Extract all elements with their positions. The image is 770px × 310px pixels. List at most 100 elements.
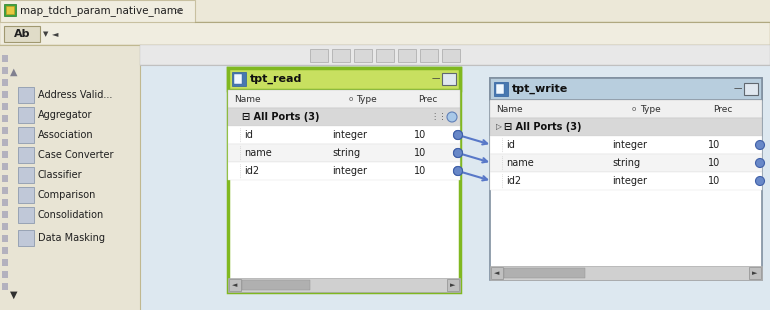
Bar xyxy=(310,49,328,62)
Bar xyxy=(376,49,394,62)
Text: 10: 10 xyxy=(413,166,426,176)
Bar xyxy=(2,103,8,110)
Bar xyxy=(2,151,8,158)
Text: Consolidation: Consolidation xyxy=(38,210,104,220)
Text: 10: 10 xyxy=(413,130,426,140)
Circle shape xyxy=(755,176,765,185)
Text: tpt_write: tpt_write xyxy=(512,84,568,94)
Text: ►: ► xyxy=(450,282,456,288)
Bar xyxy=(442,73,456,85)
Circle shape xyxy=(454,166,463,175)
Bar xyxy=(228,144,460,162)
Bar xyxy=(2,223,8,230)
Text: ▷: ▷ xyxy=(496,122,502,131)
Text: Type: Type xyxy=(640,104,661,113)
Bar xyxy=(749,267,761,279)
Bar xyxy=(2,259,8,266)
Text: ▲: ▲ xyxy=(10,67,18,77)
Text: name: name xyxy=(506,158,534,168)
Bar xyxy=(140,45,770,310)
Text: id: id xyxy=(244,130,253,140)
Text: Address Valid...: Address Valid... xyxy=(38,90,112,100)
Bar xyxy=(504,268,585,278)
Bar xyxy=(2,79,8,86)
Text: ▼: ▼ xyxy=(43,31,49,37)
Text: —: — xyxy=(432,74,440,83)
Bar xyxy=(2,199,8,206)
Circle shape xyxy=(755,158,765,167)
Text: string: string xyxy=(333,148,360,158)
Bar xyxy=(228,162,460,180)
Bar xyxy=(2,247,8,254)
Bar xyxy=(490,266,762,280)
Bar xyxy=(18,127,34,143)
Text: Case Converter: Case Converter xyxy=(38,150,113,160)
Bar xyxy=(496,84,504,94)
Text: 10: 10 xyxy=(708,140,720,150)
Text: o: o xyxy=(631,106,636,112)
Bar xyxy=(4,4,16,16)
Bar xyxy=(228,108,460,126)
Text: ◄: ◄ xyxy=(233,282,238,288)
Bar xyxy=(0,0,195,22)
Bar xyxy=(18,107,34,123)
Bar xyxy=(490,78,762,100)
Text: Type: Type xyxy=(356,95,377,104)
Bar xyxy=(6,6,14,14)
Bar xyxy=(4,26,40,42)
Text: ►: ► xyxy=(752,270,758,276)
Bar xyxy=(490,136,762,154)
Text: id2: id2 xyxy=(506,176,521,186)
Bar xyxy=(354,49,372,62)
Bar xyxy=(140,45,770,65)
Text: Prec: Prec xyxy=(713,104,732,113)
Text: 10: 10 xyxy=(708,158,720,168)
Text: o: o xyxy=(349,96,353,102)
Bar xyxy=(0,22,770,45)
Circle shape xyxy=(454,148,463,157)
Bar xyxy=(18,207,34,223)
Circle shape xyxy=(454,166,463,175)
Bar xyxy=(242,280,310,290)
Bar xyxy=(228,68,460,292)
Bar xyxy=(18,167,34,183)
Bar xyxy=(494,82,508,96)
Bar xyxy=(2,163,8,170)
Bar xyxy=(490,154,762,172)
Bar xyxy=(447,279,459,291)
Text: map_tdch_param_native_name: map_tdch_param_native_name xyxy=(20,6,183,16)
Text: Association: Association xyxy=(38,130,94,140)
Text: Name: Name xyxy=(234,95,260,104)
Bar xyxy=(420,49,438,62)
Bar xyxy=(228,68,460,90)
Bar xyxy=(442,49,460,62)
Bar xyxy=(234,74,242,84)
Bar xyxy=(2,187,8,194)
Text: ⊟ All Ports (3): ⊟ All Ports (3) xyxy=(504,122,581,132)
Bar xyxy=(2,175,8,182)
Text: string: string xyxy=(612,158,641,168)
Bar xyxy=(2,139,8,146)
Circle shape xyxy=(454,148,463,157)
Text: name: name xyxy=(244,148,272,158)
Text: ▼: ▼ xyxy=(10,290,18,300)
Text: ◄: ◄ xyxy=(52,29,59,38)
Bar xyxy=(332,49,350,62)
Bar xyxy=(491,267,503,279)
Bar xyxy=(398,49,416,62)
Text: 10: 10 xyxy=(413,148,426,158)
Bar xyxy=(18,230,34,246)
Text: id: id xyxy=(506,140,515,150)
Text: 10: 10 xyxy=(708,176,720,186)
Bar xyxy=(18,187,34,203)
Bar xyxy=(229,279,241,291)
Text: integer: integer xyxy=(612,140,648,150)
Circle shape xyxy=(454,131,463,140)
Bar xyxy=(2,91,8,98)
Bar xyxy=(2,235,8,242)
Text: integer: integer xyxy=(333,130,367,140)
Bar xyxy=(490,78,762,280)
Bar xyxy=(2,271,8,278)
Bar xyxy=(228,278,460,292)
Circle shape xyxy=(447,112,457,122)
